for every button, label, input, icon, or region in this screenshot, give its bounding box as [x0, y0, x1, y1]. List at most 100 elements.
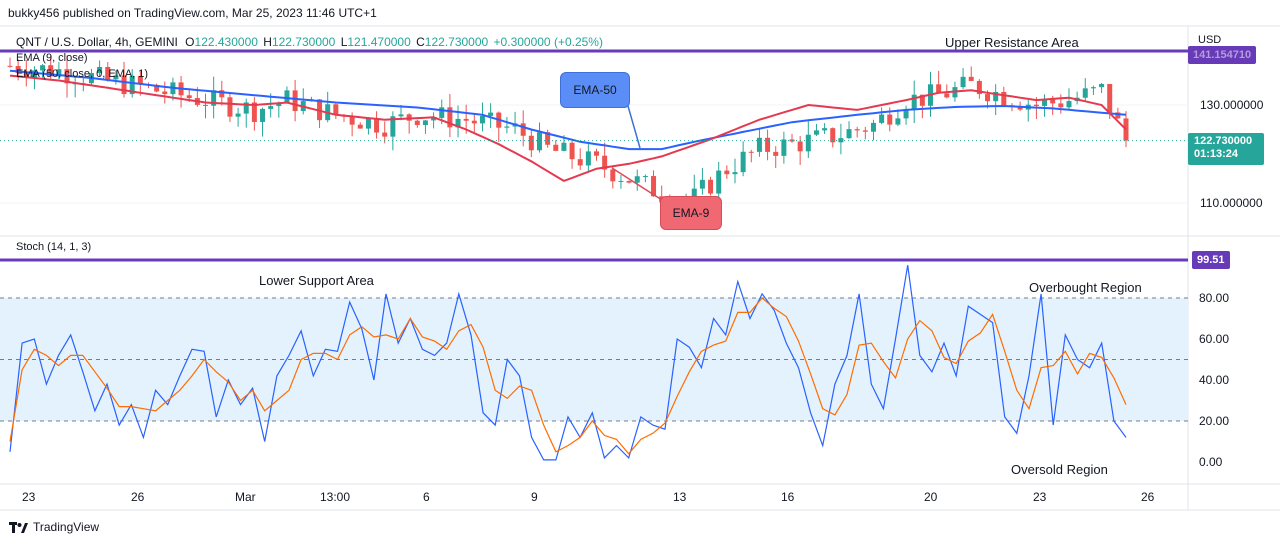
- candle-body: [577, 159, 583, 166]
- candle-body: [1115, 112, 1121, 119]
- stoch-legend[interactable]: Stoch (14, 1, 3): [16, 241, 92, 253]
- candle-body: [268, 106, 274, 109]
- stoch-tick-60: 60.00: [1199, 332, 1230, 346]
- symbol-title[interactable]: QNT / U.S. Dollar, 4h, GEMINI: [16, 35, 178, 49]
- candle-body: [740, 151, 746, 173]
- candle-body: [1107, 84, 1113, 113]
- time-tick: 26: [131, 490, 145, 504]
- stoch-tick-40: 40.00: [1199, 373, 1230, 387]
- candle-body: [936, 84, 942, 94]
- candle-body: [985, 94, 991, 102]
- candle-body: [186, 95, 192, 99]
- candle-body: [129, 75, 135, 95]
- candle-body: [439, 107, 445, 118]
- stoch-d-line: [9, 297, 1127, 455]
- candle-body: [561, 142, 567, 151]
- candle-body: [211, 90, 217, 106]
- close-label: C: [416, 35, 425, 49]
- candle-body: [642, 176, 648, 178]
- candle-body: [1050, 99, 1056, 104]
- candle-body: [536, 132, 542, 151]
- upper-resistance-label: Upper Resistance Area: [945, 35, 1079, 50]
- candle-body: [15, 66, 21, 73]
- stoch-tick-80: 80.00: [1199, 291, 1230, 305]
- change-value: +0.300000 (+0.25%): [493, 35, 603, 49]
- candle-body: [773, 151, 779, 156]
- ema9-legend[interactable]: EMA (9, close): [16, 52, 88, 64]
- candle-body: [626, 180, 632, 183]
- candle-body: [822, 128, 828, 131]
- currency-label[interactable]: USD: [1198, 34, 1222, 46]
- candle-body: [219, 90, 225, 98]
- candle-body: [993, 91, 999, 102]
- ema50-callout[interactable]: EMA-50: [560, 72, 630, 108]
- overbought-label: Overbought Region: [1029, 280, 1142, 295]
- resistance-price-marker: 141.154710: [1188, 46, 1257, 64]
- candle-body: [479, 115, 485, 124]
- candle-body: [895, 118, 901, 125]
- candle-body: [781, 139, 787, 156]
- high-value: 122.730000: [271, 35, 336, 49]
- candle-body: [520, 123, 526, 136]
- candle-body: [1058, 103, 1064, 108]
- candle-body: [7, 65, 13, 67]
- candle-body: [390, 116, 396, 137]
- stoch-tick-20: 20.00: [1199, 414, 1230, 428]
- candle-body: [471, 120, 477, 124]
- candle-body: [292, 90, 298, 112]
- candle-body: [797, 141, 803, 152]
- candle-body: [602, 155, 608, 170]
- candle-body: [357, 124, 363, 129]
- candle-body: [870, 122, 876, 132]
- ema50-callout-pointer: [627, 105, 641, 149]
- candle-body: [40, 65, 46, 71]
- candle-body: [398, 114, 404, 117]
- bar-countdown: 01:13:24: [1194, 148, 1239, 160]
- candle-body: [724, 170, 730, 175]
- oversold-label: Oversold Region: [1011, 462, 1108, 477]
- candle-body: [1017, 106, 1023, 110]
- candle-body: [879, 114, 885, 123]
- stoch-tick-0: 0.00: [1199, 455, 1223, 469]
- time-tick: 13:00: [320, 490, 351, 504]
- tradingview-footer[interactable]: TradingView: [9, 520, 99, 534]
- open-label: O: [185, 35, 195, 49]
- candle-body: [203, 104, 209, 106]
- time-tick: Mar: [235, 490, 256, 504]
- candle-body: [251, 102, 257, 122]
- candle-body: [610, 169, 616, 182]
- low-label: L: [340, 35, 348, 49]
- candle-body: [31, 70, 37, 78]
- candle-body: [284, 90, 290, 104]
- candle-body: [691, 188, 697, 198]
- candle-body: [716, 170, 722, 194]
- candle-body: [113, 75, 119, 80]
- published-info: bukky456 published on TradingView.com, M…: [8, 6, 377, 20]
- candle-body: [504, 126, 510, 128]
- ema50-legend[interactable]: EMA (50, close, 0, EMA, 1): [16, 68, 149, 80]
- time-tick: 26: [1141, 490, 1155, 504]
- candle-body: [121, 75, 127, 95]
- tradingview-logo-icon: [9, 521, 29, 533]
- candle-body: [48, 65, 54, 77]
- candle-body: [1042, 99, 1048, 106]
- tradingview-brand: TradingView: [33, 520, 100, 534]
- candle-body: [1082, 88, 1088, 98]
- candle-body: [422, 120, 428, 126]
- candle-body: [488, 112, 494, 116]
- candle-body: [463, 118, 469, 121]
- candle-body: [154, 84, 160, 92]
- candle-body: [23, 72, 29, 78]
- candle-body: [862, 130, 868, 132]
- time-tick: 23: [1033, 490, 1047, 504]
- price-tick-130: 130.000000: [1200, 98, 1264, 112]
- candle-body: [374, 118, 380, 133]
- lower-support-label: Lower Support Area: [259, 273, 374, 288]
- candle-body: [447, 107, 453, 128]
- candle-body: [1066, 101, 1072, 108]
- candle-body: [585, 151, 591, 166]
- candle-body: [414, 120, 420, 126]
- ema9-callout[interactable]: EMA-9: [660, 196, 722, 230]
- candle-body: [105, 66, 111, 80]
